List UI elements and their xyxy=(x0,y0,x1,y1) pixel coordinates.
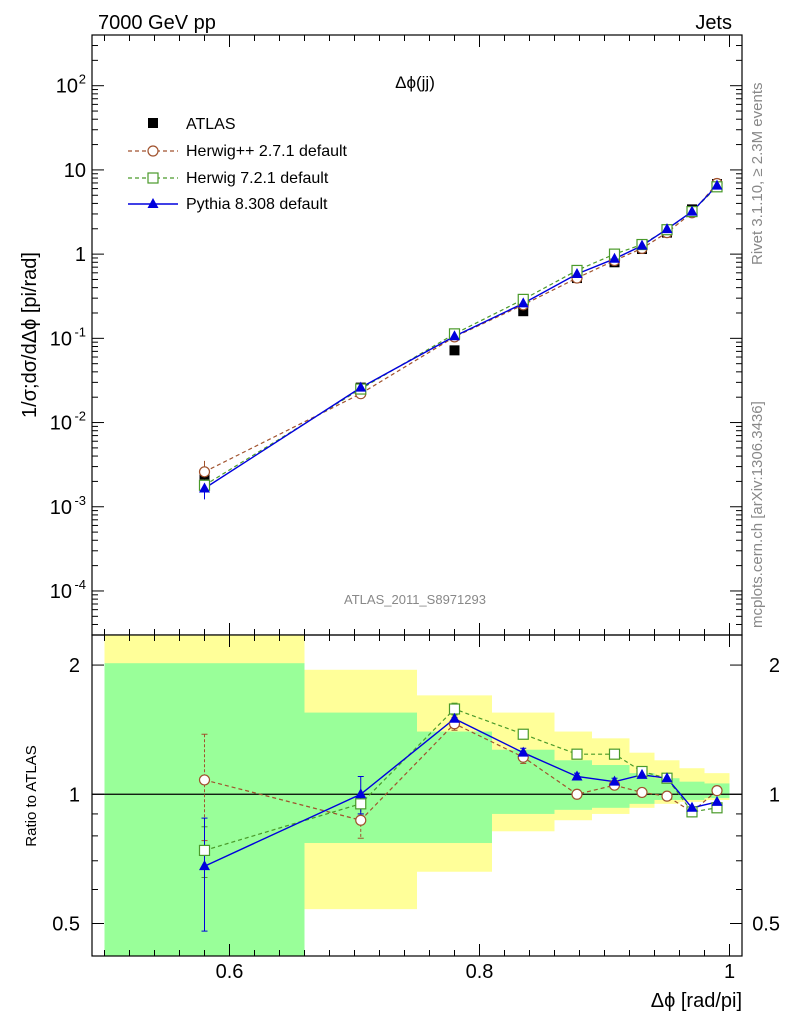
legend-entry-herwig7: Herwig 7.2.1 default xyxy=(128,170,329,187)
data-point-pythia-8-308-default xyxy=(355,381,367,392)
main-y-tick-exponent: -3 xyxy=(74,493,86,508)
ratio-line-herwig-2-7-1-default xyxy=(204,722,718,821)
ratio-point-herwig-7-2-1-default xyxy=(571,748,583,760)
data-point-atlas xyxy=(518,306,529,317)
mcplots-label: mcplots.cern.ch [arXiv:1306.3436] xyxy=(749,401,766,628)
ratio-point-herwig-7-2-1-default xyxy=(608,748,621,760)
ratio-point-pythia-8-308-default xyxy=(711,795,723,806)
ratio-line-pythia-8-308-default xyxy=(204,717,718,867)
ratio-y-tick-label-right: 2 xyxy=(769,655,780,677)
ratio-point-herwig-7-2-1-default xyxy=(355,798,367,810)
ratio-point-pythia-8-308-default xyxy=(449,712,460,723)
ratio-point-herwig-2-7-1-default xyxy=(711,784,723,797)
ratio-point-herwig-2-7-1-default xyxy=(636,786,648,799)
main-y-tick-label: 10 xyxy=(56,76,78,98)
ratio-y-tick-label-left: 1 xyxy=(69,784,80,806)
legend-marker-pythia xyxy=(147,198,159,208)
legend-label-pythia: Pythia 8.308 default xyxy=(186,196,328,213)
ratio-point-pythia-8-308-default xyxy=(355,788,367,799)
main-y-tick-label: 10 xyxy=(50,581,72,603)
uncertainty-band-inner xyxy=(679,781,705,800)
main-y-tick-exponent: -1 xyxy=(74,324,86,339)
x-tick-label: 0.8 xyxy=(466,961,494,983)
ratio-point-pythia-8-308-default xyxy=(517,746,529,757)
ratio-point-herwig-2-7-1-default xyxy=(571,788,583,800)
data-point-pythia-8-308-default xyxy=(571,268,583,279)
ratio-y-axis-label: Ratio to ATLAS xyxy=(23,745,40,846)
main-y-axis-label: 1/σ;dσ/dΔϕ [pi/rad] xyxy=(19,252,41,418)
series-line-herwig-7-2-1-default xyxy=(204,186,718,486)
ratio-point-herwig-7-2-1-default xyxy=(198,844,211,857)
series-line-pythia-8-308-default xyxy=(204,185,718,489)
main-y-tick-label: 10 xyxy=(64,160,86,182)
data-point-pythia-8-308-default xyxy=(711,179,723,190)
ratio-plot-panel: 0.5 0.5 1 1 2 2 0.6 0.8 1 Ratio to ATLAS Δϕ [rad… xyxy=(23,634,780,1012)
data-point-pythia-8-308-default xyxy=(609,252,620,263)
analysis-watermark: ATLAS_2011_S8971293 xyxy=(344,592,486,607)
data-point-pythia-8-308-default xyxy=(199,482,210,493)
header-left: 7000 GeV pp xyxy=(98,12,216,34)
plot-title: Δϕ(jj) xyxy=(395,73,435,92)
ratio-point-herwig-7-2-1-default xyxy=(448,703,461,715)
data-point-pythia-8-308-default xyxy=(449,330,460,341)
ratio-point-pythia-8-308-default xyxy=(199,860,210,871)
ratio-point-herwig-2-7-1-default xyxy=(198,774,211,786)
ratio-point-pythia-8-308-default xyxy=(609,775,620,786)
ratio-y-tick-label-left: 0.5 xyxy=(52,913,80,935)
legend-marker-herwigpp xyxy=(147,145,159,157)
ratio-y-tick-label-right: 0.5 xyxy=(752,913,780,935)
rivet-label: Rivet 3.1.10, ≥ 2.3M events xyxy=(749,83,766,266)
legend-entry-herwigpp: Herwig++ 2.7.1 default xyxy=(128,143,348,160)
data-point-herwig-2-7-1-default xyxy=(198,466,211,478)
main-y-tick-label: 1 xyxy=(75,244,86,266)
ratio-y-tick-label-left: 2 xyxy=(69,655,80,677)
data-point-atlas xyxy=(449,345,460,356)
ratio-point-herwig-2-7-1-default xyxy=(661,790,673,802)
legend-label-herwigpp: Herwig++ 2.7.1 default xyxy=(186,143,348,160)
legend-label-atlas: ATLAS xyxy=(186,116,236,133)
legend-marker-herwig7 xyxy=(147,172,159,184)
uncertainty-band-inner xyxy=(554,760,592,810)
legend: ATLAS Herwig++ 2.7.1 default Herwig 7.2.… xyxy=(128,116,348,213)
main-y-tick-label: 10 xyxy=(50,413,72,435)
ratio-point-pythia-8-308-default xyxy=(571,770,583,781)
ratio-point-herwig-2-7-1-default xyxy=(355,814,367,826)
x-tick-label: 0.6 xyxy=(216,961,244,983)
data-point-pythia-8-308-default xyxy=(686,205,698,216)
main-y-tick-exponent: -2 xyxy=(74,409,86,424)
legend-entry-atlas: ATLAS xyxy=(148,116,236,133)
main-y-tick-label: 10 xyxy=(50,497,72,519)
ratio-y-tick-label-right: 1 xyxy=(769,784,780,806)
ratio-point-pythia-8-308-default xyxy=(636,768,648,779)
data-point-pythia-8-308-default xyxy=(636,239,648,250)
x-axis-label: Δϕ [rad/pi] xyxy=(651,990,742,1012)
legend-entry-pythia: Pythia 8.308 default xyxy=(128,196,328,213)
ratio-point-herwig-7-2-1-default xyxy=(517,728,529,740)
main-y-tick-exponent: -4 xyxy=(74,577,86,592)
ratio-point-pythia-8-308-default xyxy=(686,801,698,812)
x-tick-label: 1 xyxy=(724,961,735,983)
series-line-herwig-2-7-1-default xyxy=(204,183,718,473)
legend-marker-atlas xyxy=(148,118,158,128)
data-point-pythia-8-308-default xyxy=(661,223,673,234)
header-right: Jets xyxy=(695,12,732,34)
ratio-plot-frame xyxy=(91,634,743,957)
data-point-pythia-8-308-default xyxy=(517,297,529,308)
uncertainty-band-inner xyxy=(417,731,492,844)
main-y-tick-exponent: 2 xyxy=(79,72,86,87)
main-y-tick-label: 10 xyxy=(50,328,72,350)
legend-label-herwig7: Herwig 7.2.1 default xyxy=(186,170,329,187)
ratio-point-pythia-8-308-default xyxy=(661,772,673,783)
